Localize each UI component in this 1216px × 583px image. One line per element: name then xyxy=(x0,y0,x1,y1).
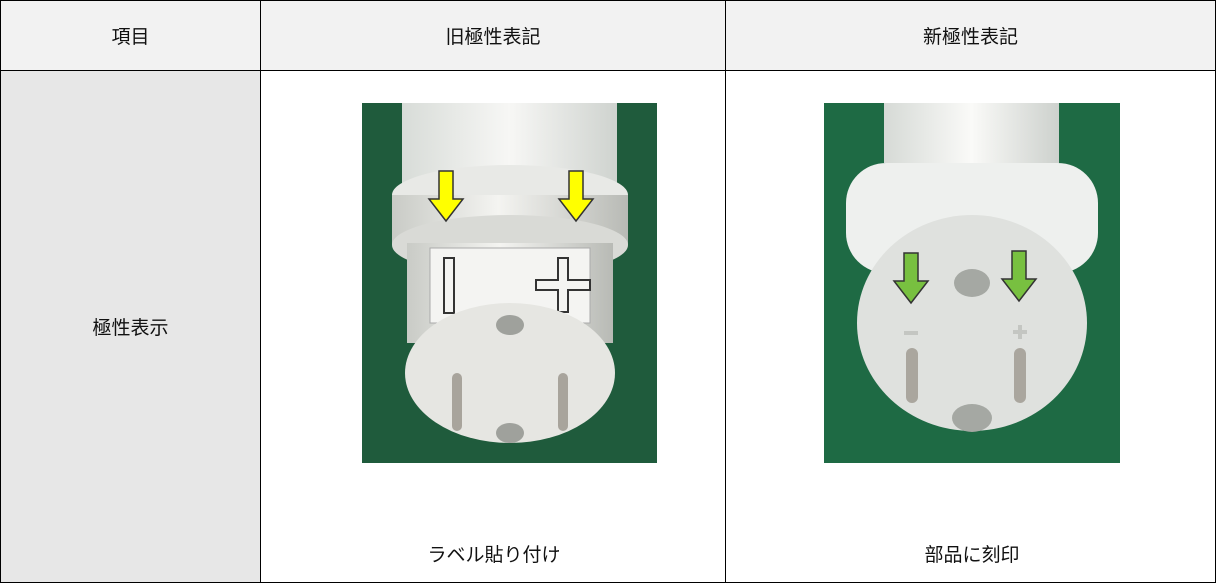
header-text: 項目 xyxy=(111,26,150,48)
new-engraved-photo xyxy=(824,103,1120,463)
header-cell: 新極性表記 xyxy=(725,0,1216,71)
old-label-photo xyxy=(362,103,657,463)
header-cell: 旧極性表記 xyxy=(260,0,726,71)
row-label-cell: 極性表示 xyxy=(0,70,261,583)
header-cell: 項目 xyxy=(0,0,261,71)
row-label: 極性表示 xyxy=(92,317,169,339)
caption: 部品に刻印 xyxy=(924,544,1020,566)
caption: ラベル貼り付け xyxy=(427,544,561,566)
header-text: 旧極性表記 xyxy=(445,26,541,48)
header-text: 新極性表記 xyxy=(922,26,1018,48)
